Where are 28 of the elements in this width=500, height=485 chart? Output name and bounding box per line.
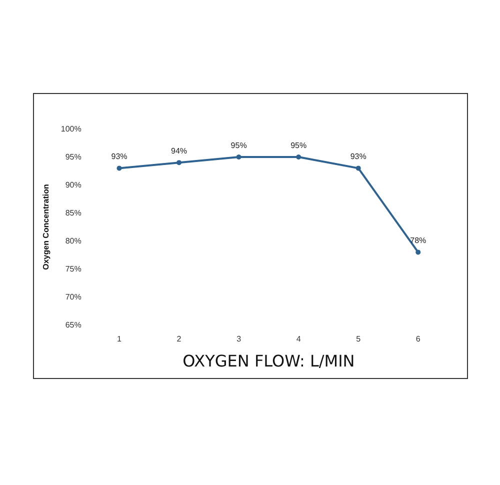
x-tick-label: 3	[236, 334, 242, 344]
y-tick-label: 80%	[65, 236, 82, 246]
point	[176, 160, 182, 166]
data-label: 93%	[111, 152, 128, 162]
point	[116, 166, 122, 171]
point	[236, 154, 242, 160]
data-label: 78%	[410, 236, 426, 246]
x-tick-label: 4	[296, 334, 302, 344]
y-axis-title: Oxygen Concentration	[42, 184, 50, 270]
x-tick-label: 1	[117, 334, 122, 344]
data-label: 95%	[290, 141, 307, 150]
point	[356, 166, 361, 171]
y-tick-label: 70%	[65, 292, 82, 302]
y-tick-label: 85%	[65, 208, 82, 218]
data-label: 94%	[171, 146, 188, 156]
point	[416, 250, 421, 255]
y-tick-label: 100%	[60, 124, 82, 134]
y-tick-label: 90%	[65, 180, 82, 190]
y-tick-label: 95%	[65, 152, 82, 162]
y-tick-label: 75%	[65, 264, 82, 274]
data-label: 95%	[230, 141, 247, 150]
data-label: 93%	[350, 152, 366, 162]
y-tick-label: 65%	[65, 320, 82, 330]
x-tick-label: 6	[416, 334, 421, 344]
x-tick-label: 5	[356, 334, 362, 344]
x-axis-title: OXYGEN FLOW: L/MIN	[182, 352, 355, 370]
point	[296, 154, 302, 160]
x-tick-label: 2	[176, 334, 182, 344]
